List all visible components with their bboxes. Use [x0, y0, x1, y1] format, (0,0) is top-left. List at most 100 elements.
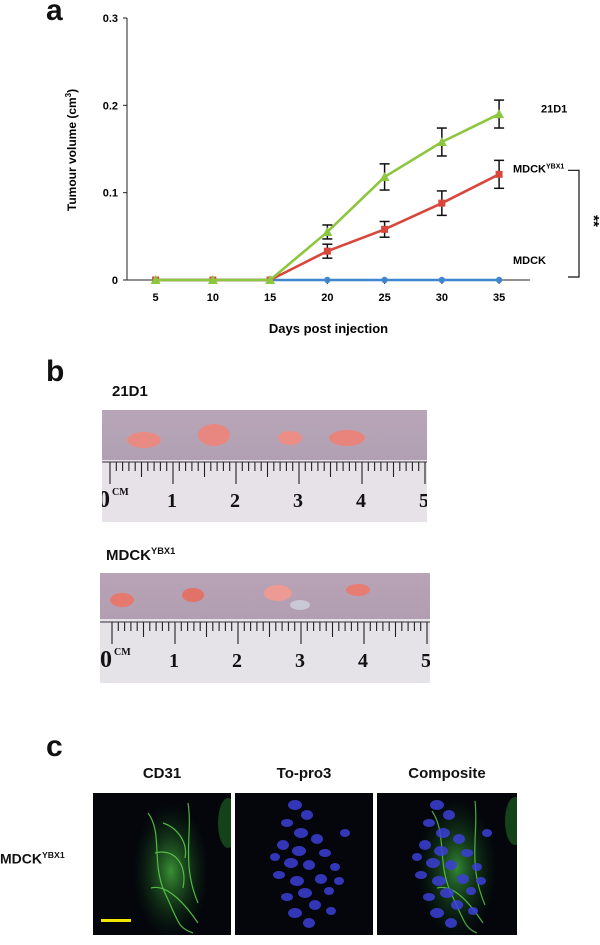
- ruler: 0 CM 1 2 3 4 5: [100, 621, 430, 673]
- y-axis-label: Tumour volume (cm3): [64, 89, 79, 211]
- nucleus: [303, 918, 315, 928]
- tumour-sample: [278, 431, 302, 445]
- nucleus: [440, 888, 454, 898]
- nucleus: [294, 828, 308, 838]
- tumour-sample: [182, 588, 204, 602]
- ruler-label: 0: [102, 487, 110, 513]
- nucleus: [443, 810, 455, 820]
- channel-title-topro3: To-pro3: [276, 765, 332, 782]
- tumour-photo-mdck-ybx1-image: 0 CM 1 2 3 4 5: [100, 573, 430, 683]
- nucleus: [277, 840, 289, 850]
- ruler-label: 1: [169, 650, 179, 672]
- micrograph-cd31: [93, 793, 231, 935]
- y-tick-label: 0.1: [103, 188, 118, 200]
- data-point: [381, 225, 389, 233]
- ruler-label: 5: [419, 490, 427, 512]
- nucleus: [311, 834, 323, 844]
- nuclei: [270, 800, 350, 928]
- nucleus: [445, 918, 457, 928]
- nucleus: [273, 871, 285, 879]
- significance-marker: **: [585, 215, 600, 227]
- nucleus: [476, 877, 486, 885]
- nuclei: [412, 800, 492, 928]
- micrograph-topro3: [235, 793, 373, 935]
- nucleus: [290, 876, 304, 886]
- nucleus: [298, 888, 312, 898]
- nucleus: [340, 829, 350, 837]
- y-tick-label: 0.2: [103, 100, 118, 112]
- y-tick-label: 0: [112, 275, 118, 287]
- significance-bracket: [568, 169, 580, 278]
- photo-1-label: 21D1: [112, 383, 148, 400]
- panel-c-letter: c: [46, 730, 63, 763]
- nucleus: [468, 907, 478, 915]
- nucleus: [436, 828, 450, 838]
- data-point: [207, 275, 218, 284]
- panel-a-letter: a: [46, 0, 63, 27]
- nucleus: [419, 840, 431, 850]
- tumour-sample: [110, 593, 134, 607]
- nucleus: [415, 871, 427, 879]
- row-label-sup: YBX1: [42, 850, 65, 860]
- photo-2-label-main: MDCK: [106, 547, 151, 564]
- ruler-label: CM: [114, 647, 131, 658]
- nucleus: [309, 900, 321, 910]
- nucleus: [423, 893, 435, 901]
- nucleus: [451, 900, 463, 910]
- ruler-label: 5: [421, 650, 430, 672]
- nucleus: [284, 858, 298, 868]
- data-point: [265, 275, 276, 284]
- x-tick-label: 20: [321, 292, 333, 304]
- data-point: [322, 226, 333, 236]
- data-point: [324, 276, 331, 284]
- y-tick-label: 0.3: [103, 13, 118, 25]
- data-point: [438, 276, 446, 284]
- nucleus: [445, 860, 457, 870]
- nucleus: [334, 877, 344, 885]
- data-point: [150, 275, 161, 284]
- ruler-label: 2: [230, 490, 240, 512]
- data-point: [495, 276, 503, 284]
- panel-b-letter: b: [46, 355, 65, 388]
- nucleus: [472, 863, 482, 871]
- tumour-sample: [198, 424, 230, 446]
- nucleus: [270, 853, 280, 861]
- nucleus: [315, 874, 327, 884]
- micrograph-composite-image: [412, 797, 517, 935]
- nucleus: [453, 834, 465, 844]
- data-point: [495, 170, 503, 178]
- nucleus: [301, 810, 313, 820]
- tumour-photo-21d1-image: 0 CM 1 2 3 4 5: [102, 410, 427, 522]
- ruler-label: CM: [112, 487, 129, 498]
- data-point: [436, 137, 447, 147]
- micrograph-topro3-image: [270, 800, 350, 928]
- tumour-samples: [127, 424, 365, 448]
- photo-2-label: MDCKYBX1: [106, 546, 175, 564]
- legend-mdck-ybx1: MDCKYBX1: [513, 163, 564, 175]
- data-point: [494, 109, 505, 119]
- nucleus: [324, 887, 334, 895]
- nucleus: [288, 908, 302, 918]
- x-tick-label: 10: [207, 292, 219, 304]
- photo-2-label-sup: YBX1: [151, 546, 176, 556]
- ruler-label: 3: [295, 650, 305, 672]
- nucleus: [461, 849, 473, 857]
- micrograph-composite: [377, 793, 517, 935]
- ruler-label: 4: [358, 650, 368, 672]
- series-21d1: [150, 99, 505, 284]
- ruler: 0 CM 1 2 3 4 5: [102, 461, 427, 513]
- x-tick-label: 15: [264, 292, 276, 304]
- tumour-sample: [329, 430, 365, 446]
- nucleus: [466, 887, 476, 895]
- ruler-label: 4: [356, 490, 366, 512]
- nucleus: [426, 858, 440, 868]
- nucleus: [423, 819, 435, 827]
- channel-title-cd31: CD31: [142, 765, 182, 782]
- ruler-label: 2: [232, 650, 242, 672]
- x-axis-label: Days post injection: [269, 321, 388, 336]
- nucleus: [330, 863, 340, 871]
- tumour-photo-mdck-ybx1: 0 CM 1 2 3 4 5: [100, 573, 430, 683]
- tumour-sample: [264, 585, 292, 601]
- data-point: [438, 199, 446, 207]
- micrograph-cd31-image: [101, 798, 231, 935]
